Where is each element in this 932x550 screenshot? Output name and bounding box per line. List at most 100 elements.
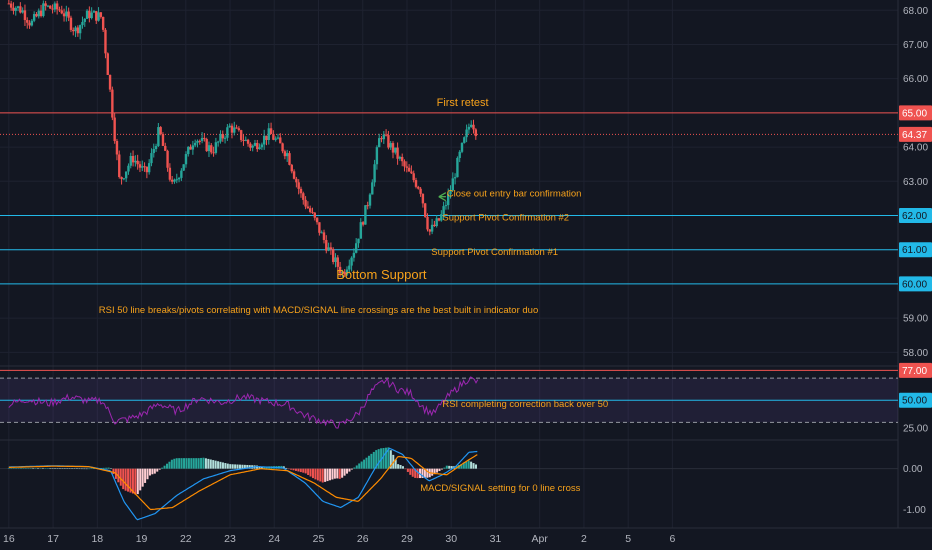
candle-body [32, 14, 36, 21]
level-badge-65.00-bg [899, 105, 932, 121]
macd-histogram-bar [443, 467, 446, 469]
macd-histogram-bar [397, 464, 400, 469]
candle-body [184, 154, 188, 165]
candle-body [371, 182, 374, 195]
candle-body [35, 14, 38, 17]
candle-body [83, 18, 86, 22]
macd-histogram-bar [387, 447, 390, 469]
macd-histogram-bar [12, 468, 15, 469]
macd-histogram-bar [129, 468, 132, 493]
candle-body [246, 139, 250, 144]
macd-histogram-bar [190, 458, 193, 469]
macd-histogram-bar [465, 461, 468, 469]
candle-body [348, 265, 351, 270]
candle-body [141, 166, 144, 168]
macd-histogram-bar [421, 468, 424, 478]
macd-histogram-bar [93, 468, 96, 469]
macd-histogram-bar [336, 468, 339, 479]
candle-body [435, 218, 438, 227]
candle-body [320, 232, 323, 234]
macd-histogram-bar [231, 464, 234, 469]
candle-body [407, 167, 411, 172]
macd-histogram-bar [144, 468, 147, 483]
macd-histogram-bar [32, 468, 35, 469]
time-tick-label: 22 [180, 533, 192, 545]
candlestick-series [7, 0, 478, 278]
macd-histogram-bar [178, 458, 181, 469]
candle-body [152, 149, 155, 154]
candle-body [157, 127, 160, 147]
macd-histogram-bar [185, 458, 188, 469]
candle-body [449, 190, 452, 195]
time-axis[interactable]: 16 17 18 19 22 23 24 25 26 29 30 31 Apr 2 5 6 [3, 533, 675, 545]
macd-histogram-bar [22, 468, 25, 469]
macd-histogram-bar [192, 458, 195, 469]
candle-body [138, 164, 142, 168]
macd-histogram-bar [161, 467, 164, 469]
macd-histogram-bar [433, 468, 436, 475]
macd-histogram-bar [165, 463, 168, 469]
macd-histogram-bar [15, 468, 18, 469]
macd-histogram-bar [20, 468, 23, 469]
candle-body [437, 218, 441, 221]
candle-body [219, 133, 222, 142]
candle-body [28, 22, 31, 26]
candle-body [145, 166, 149, 173]
macd-histogram-bar [56, 468, 59, 469]
macd-histogram-bar [462, 462, 465, 469]
candle-body [302, 193, 305, 200]
macd-panel [0, 447, 898, 521]
candle-body [394, 147, 397, 153]
candle-body [12, 7, 15, 11]
time-tick-label: 30 [445, 533, 457, 545]
candle-body [101, 16, 105, 30]
candle-body [424, 203, 427, 217]
candle-body [85, 10, 89, 19]
macd-histogram-bar [214, 460, 217, 469]
macd-histogram-bar [229, 464, 232, 469]
macd-histogram-bar [285, 467, 288, 469]
candle-body [115, 140, 119, 155]
candle-body [290, 164, 293, 172]
macd-histogram-bar [27, 468, 30, 469]
time-tick-label: 19 [136, 533, 148, 545]
macd-histogram-bar [124, 468, 127, 491]
macd-histogram-bar [173, 458, 176, 469]
candle-body [26, 20, 29, 23]
macd-histogram-bar [401, 466, 404, 469]
candle-body [265, 135, 268, 140]
time-tick-label: 5 [625, 533, 631, 545]
macd-histogram-bar [389, 450, 392, 469]
macd-histogram-bar [338, 468, 341, 479]
macd-annotation: MACD/SIGNAL setting for 0 line cross [420, 483, 580, 494]
candle-body [44, 3, 47, 6]
macd-histogram-bar [37, 468, 40, 469]
candle-body [58, 9, 61, 11]
candle-body [191, 145, 195, 150]
macd-histogram-bar [282, 466, 285, 469]
candle-body [375, 147, 379, 165]
macd-histogram-bar [217, 461, 220, 469]
candle-body [453, 177, 457, 179]
candle-body [69, 17, 73, 30]
candle-body [154, 146, 158, 150]
candle-body [253, 142, 257, 146]
candle-body [364, 205, 367, 225]
candle-body [281, 143, 284, 152]
candle-body [366, 205, 369, 207]
candle-body [226, 127, 229, 138]
price-tick-label: 58.00 [903, 348, 928, 359]
candle-body [299, 188, 303, 194]
time-tick-label: 29 [401, 533, 413, 545]
candle-body [23, 10, 27, 21]
rsi-tick-label: 25.00 [903, 423, 928, 434]
candle-body [81, 21, 84, 26]
macd-histogram-bar [105, 467, 108, 469]
macd-histogram-bar [431, 468, 434, 476]
support-badge-60.00: 60.00 [902, 279, 927, 290]
candle-body [212, 152, 215, 154]
macd-histogram-bar [311, 468, 314, 479]
macd-histogram-bar [202, 457, 205, 469]
time-tick-label: 18 [91, 533, 103, 545]
price-axis[interactable]: 68.00 67.00 66.00 65.00 64.00 63.00 62.00 61.00… [899, 6, 932, 516]
